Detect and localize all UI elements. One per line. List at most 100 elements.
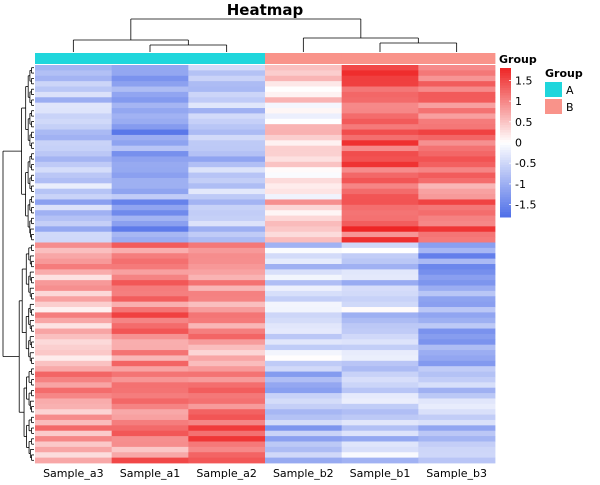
heatmap-cell [188,350,266,356]
heatmap-cell [341,199,419,206]
heatmap-cell [418,441,496,448]
heatmap-cell [188,419,266,426]
heatmap-cell [188,199,266,206]
heatmap-cell [35,113,113,120]
heatmap-cell [35,151,113,157]
colorbar-segment [500,80,511,84]
colorbar-segment [500,97,511,101]
heatmap-cell [341,269,419,276]
heatmap-cell [265,118,343,125]
heatmap-cell [188,441,266,448]
heatmap-cell [111,344,189,351]
heatmap-cell [188,70,266,77]
colorbar-segment [500,105,511,109]
heatmap-cell [188,108,266,114]
heatmap-cell [341,446,419,453]
heatmap-cell [188,446,266,453]
heatmap-cell [418,172,496,179]
heatmap-cell [188,97,266,104]
heatmap-cell [111,339,189,346]
heatmap-cell [35,296,113,303]
heatmap-cell [341,118,419,125]
heatmap-cell [111,97,189,104]
heatmap-cell [111,333,189,340]
heatmap-cell [418,199,496,206]
colorbar-segment [500,85,511,89]
colorbar-segment [500,110,511,114]
group-legend-swatch [545,82,562,97]
heatmap-cell [265,231,343,238]
heatmap-cell [35,403,113,410]
heatmap-cell [188,382,266,389]
heatmap-cell [35,91,113,98]
heatmap-cell [265,419,343,426]
heatmap-cell [265,398,343,405]
heatmap-cell [188,129,266,136]
heatmap-cell [418,296,496,303]
heatmap-cell [418,323,496,329]
heatmap-cell [111,430,189,437]
heatmap-cell [35,269,113,276]
heatmap-cell [111,387,189,394]
colorbar-segment [500,132,511,136]
heatmap-cell [418,226,496,233]
heatmap-cell [111,366,189,372]
heatmap-cell [35,242,113,249]
heatmap-cell [265,328,343,335]
heatmap-cell [111,183,189,190]
heatmap-cell [35,312,113,319]
column-label: Sample_a2 [196,467,256,480]
heatmap-cell [341,113,419,120]
heatmap-cell [35,409,113,415]
heatmap-cell [188,274,266,281]
heatmap-cell [35,414,113,421]
colorbar-title: Group [499,53,537,66]
colorbar-segment [500,204,511,208]
heatmap-cell [111,269,189,276]
heatmap-cell [111,118,189,125]
heatmap-cell [418,124,496,130]
heatmap-cell [188,333,266,340]
heatmap-cell [265,387,343,394]
heatmap-cell [188,156,266,163]
heatmap-cell [265,274,343,281]
group-legend-swatch [545,99,562,114]
heatmap-cell [111,280,189,286]
heatmap-cell [265,91,343,98]
heatmap-cell [188,188,266,195]
heatmap-cell [265,124,343,130]
heatmap-cell [341,333,419,340]
heatmap-cell [111,220,189,227]
heatmap-cell [35,237,113,243]
heatmap-cell [265,371,343,378]
heatmap-cell [341,452,419,459]
colorbar-segment [500,107,511,111]
heatmap-cell [265,269,343,276]
heatmap-cell [418,457,496,464]
heatmap-cell [265,253,343,260]
colorbar-segment [500,189,511,193]
heatmap-cell [418,129,496,136]
colorbar-segment [500,209,511,213]
heatmap-cell [341,409,419,415]
heatmap-cell [341,253,419,260]
heatmap-cell [341,215,419,222]
heatmap-cell [341,242,419,249]
heatmap-cell [418,360,496,367]
annotation-cell-b [341,53,419,64]
heatmap-cell [35,177,113,184]
colorbar-segment [500,169,511,173]
heatmap-cell [418,183,496,190]
colorbar-segment [500,95,511,99]
heatmap-cell [265,403,343,410]
heatmap-cell [265,97,343,104]
heatmap-cell [111,398,189,405]
heatmap-cell [188,328,266,335]
heatmap-cell [111,215,189,222]
heatmap-cell [265,194,343,200]
column-dendrogram [72,18,458,52]
heatmap-cell [265,156,343,163]
heatmap-cell [188,264,266,270]
heatmap-cell [418,65,496,71]
